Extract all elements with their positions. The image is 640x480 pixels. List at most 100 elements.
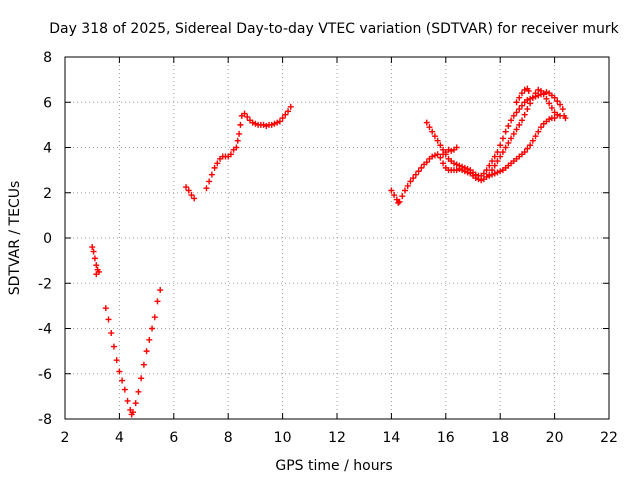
data-point xyxy=(538,124,544,131)
data-point xyxy=(489,167,496,174)
data-point xyxy=(491,153,498,160)
data-point xyxy=(546,100,553,107)
data-point xyxy=(434,151,441,158)
data-point xyxy=(518,117,525,124)
data-point xyxy=(524,96,531,103)
data-point xyxy=(124,397,131,404)
data-point xyxy=(191,195,198,202)
data-point xyxy=(453,144,460,151)
y-tick-label: 6 xyxy=(43,95,52,111)
data-point xyxy=(486,171,493,178)
data-point xyxy=(234,137,241,144)
data-point xyxy=(562,115,569,122)
y-tick-label: 2 xyxy=(43,186,52,202)
data-point xyxy=(532,90,539,97)
data-point xyxy=(249,119,256,126)
data-point xyxy=(391,192,398,199)
data-point xyxy=(402,187,408,194)
data-point xyxy=(237,121,244,128)
data-point xyxy=(431,133,438,140)
data-point xyxy=(551,115,558,122)
data-point xyxy=(516,94,523,101)
x-tick-label: 4 xyxy=(115,430,124,446)
data-point xyxy=(110,343,117,350)
data-point xyxy=(532,133,539,140)
data-point xyxy=(113,357,120,364)
data-point xyxy=(448,147,455,154)
data-point xyxy=(456,162,463,169)
y-tick-label: -6 xyxy=(38,367,52,383)
data-point xyxy=(429,128,436,135)
data-point xyxy=(497,153,504,160)
data-point xyxy=(521,86,528,93)
data-point xyxy=(554,111,561,118)
data-point xyxy=(252,120,259,127)
x-axis-label: GPS time / hours xyxy=(275,458,392,474)
y-tick-label: -8 xyxy=(38,412,52,428)
data-point xyxy=(151,314,158,321)
data-point xyxy=(527,142,534,149)
data-point xyxy=(483,167,490,174)
data-point xyxy=(459,163,466,170)
series-arc-7 xyxy=(440,144,460,158)
data-point xyxy=(513,126,520,133)
data-point xyxy=(527,100,534,107)
data-point xyxy=(260,121,267,128)
y-tick-label: 8 xyxy=(43,50,52,66)
data-point xyxy=(274,119,281,126)
x-tick-label: 18 xyxy=(491,430,509,446)
data-point xyxy=(510,130,517,137)
data-point xyxy=(208,171,215,178)
data-point xyxy=(203,185,210,192)
data-point xyxy=(450,160,457,167)
data-point xyxy=(183,184,190,191)
data-point xyxy=(188,192,195,199)
data-point xyxy=(557,112,564,119)
data-point xyxy=(546,116,553,123)
data-point xyxy=(102,305,109,312)
y-tick-label: -4 xyxy=(38,322,52,338)
data-point xyxy=(559,106,566,113)
x-tick-label: 6 xyxy=(169,430,178,446)
data-point xyxy=(437,154,444,161)
data-point xyxy=(90,248,97,255)
data-point xyxy=(502,128,509,135)
data-point xyxy=(486,162,493,169)
data-point xyxy=(535,128,542,135)
series-arc-4 xyxy=(203,103,294,192)
x-tick-label: 16 xyxy=(437,430,455,446)
data-point xyxy=(93,262,100,269)
data-point xyxy=(491,170,498,177)
data-point xyxy=(434,137,441,144)
data-point xyxy=(437,142,444,149)
data-point xyxy=(415,168,422,175)
data-point xyxy=(130,409,136,416)
data-point xyxy=(491,162,498,169)
data-point xyxy=(388,187,395,194)
series-arc-3 xyxy=(183,184,198,202)
data-point xyxy=(146,336,153,343)
data-point xyxy=(140,361,147,368)
data-point xyxy=(276,118,283,125)
x-tick-label: 2 xyxy=(61,430,70,446)
data-point xyxy=(518,102,525,109)
series-arc-6 xyxy=(423,89,569,179)
data-point xyxy=(518,90,525,97)
data-points xyxy=(89,85,569,418)
data-point xyxy=(149,325,156,332)
x-tick-label: 8 xyxy=(224,430,233,446)
data-point xyxy=(138,375,145,382)
y-tick-label: 0 xyxy=(43,231,52,247)
x-tick-label: 20 xyxy=(546,430,564,446)
data-point xyxy=(285,108,292,115)
data-point xyxy=(521,111,528,118)
data-point xyxy=(489,158,496,165)
data-point xyxy=(505,139,512,146)
data-point xyxy=(431,152,438,159)
data-point xyxy=(453,167,460,174)
data-point xyxy=(287,103,294,110)
data-point xyxy=(497,142,504,149)
series-arc-9 xyxy=(513,85,532,106)
data-point xyxy=(233,144,240,151)
data-point xyxy=(535,86,542,93)
